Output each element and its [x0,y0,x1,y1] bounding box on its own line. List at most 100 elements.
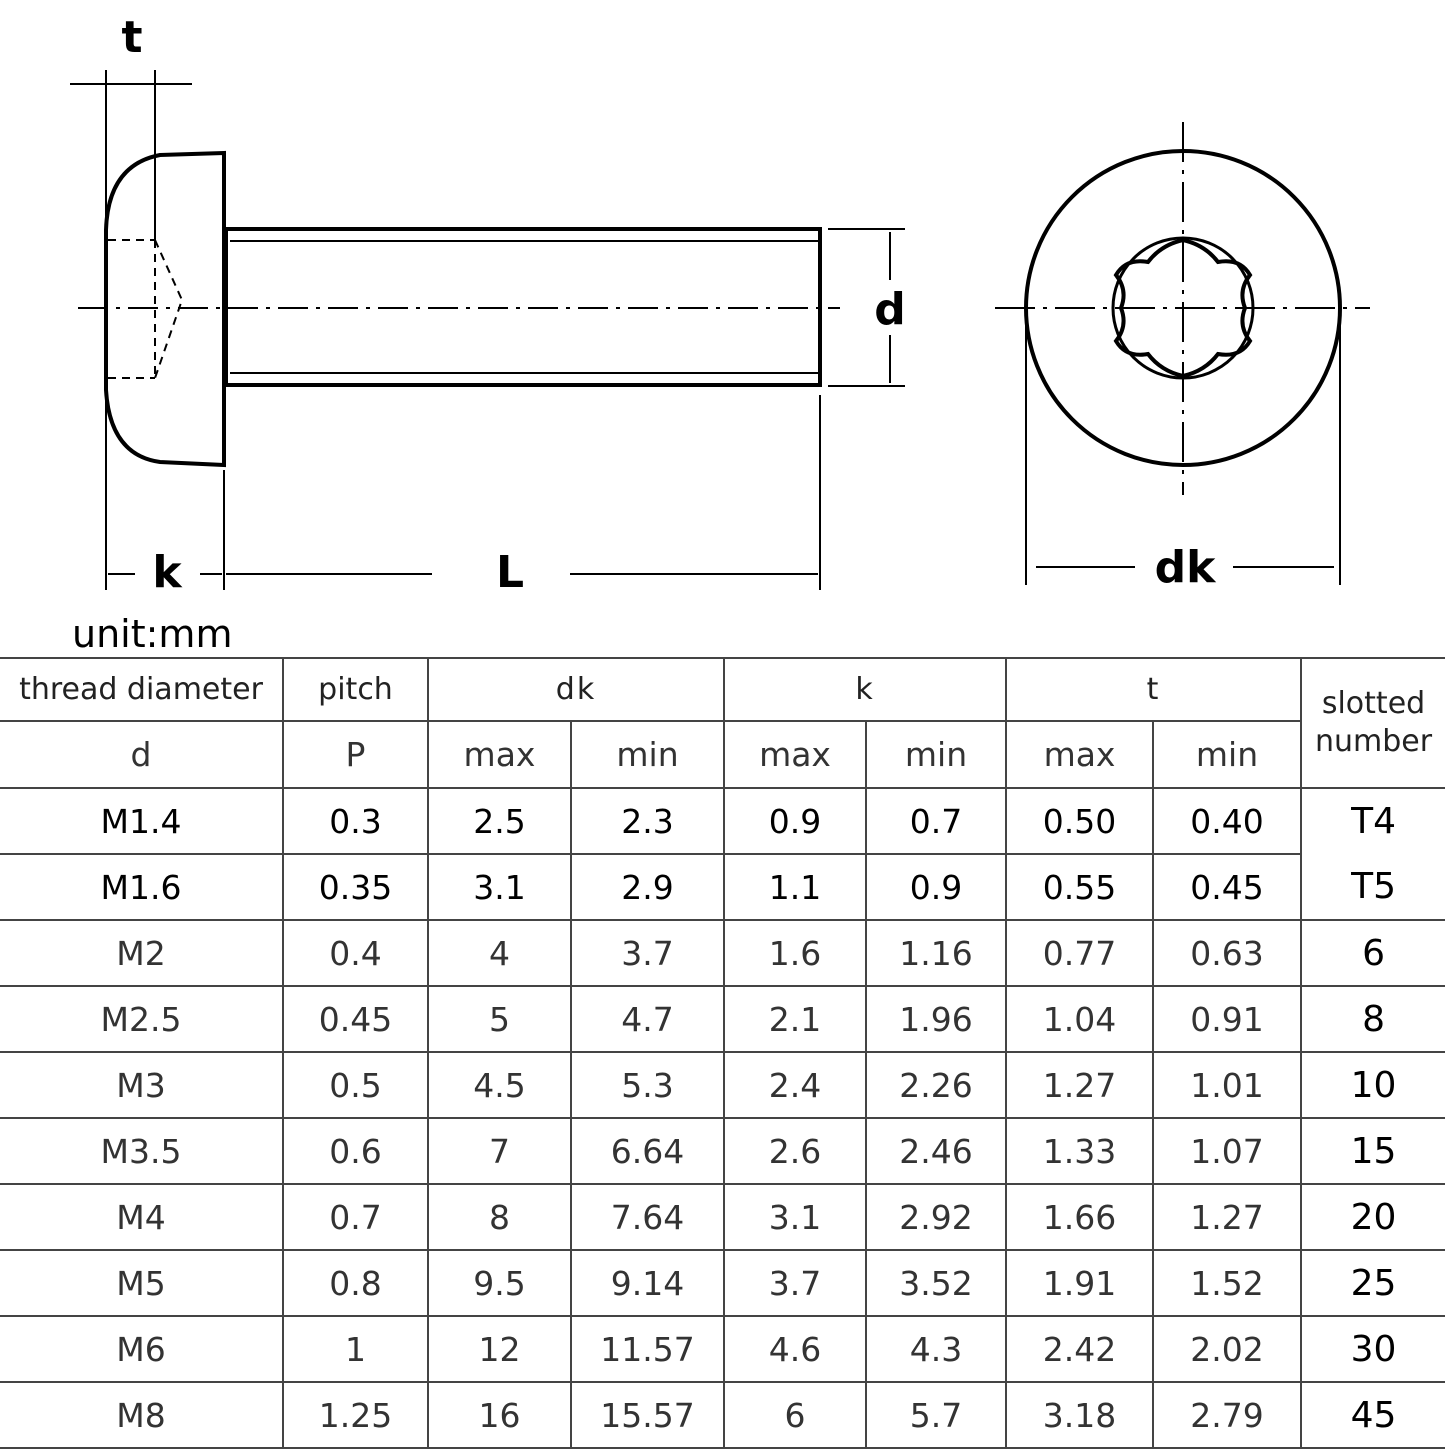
header-t: t [1005,657,1303,722]
table-row: M1.6 0.35 3.1 2.9 1.1 0.9 0.55 0.45 [0,853,1445,921]
cell-t-max: 1.33 [1005,1117,1155,1185]
cell-t-min: 1.01 [1152,1051,1303,1119]
cell-d: M3 [0,1051,284,1119]
cell-t-max: 0.50 [1005,787,1155,855]
cell-slot: 6 [1300,919,1445,987]
cell-dk-min: 3.7 [569,919,726,987]
table-row: M3.5 0.6 7 6.64 2.6 2.46 1.33 1.07 15 [0,1117,1445,1185]
header-d: d [0,720,284,789]
cell-slot: 15 [1300,1117,1445,1185]
cell-d: M2.5 [0,985,284,1053]
header-t-min: min [1152,720,1303,789]
cell-t-max: 0.55 [1005,853,1155,921]
cell-slot: 25 [1300,1249,1445,1317]
screw-technical-drawing: t d k L dk [70,12,1370,598]
cell-dk-max: 16 [427,1381,572,1449]
table-row: M8 1.25 16 15.57 6 5.7 3.18 2.79 45 [0,1381,1445,1449]
cell-k-min: 0.7 [865,787,1008,855]
cell-d: M5 [0,1249,284,1317]
cell-p: 0.8 [282,1249,429,1317]
table-row: M6 1 12 11.57 4.6 4.3 2.42 2.02 30 [0,1315,1445,1383]
cell-p: 0.5 [282,1051,429,1119]
cell-dk-max: 4.5 [427,1051,572,1119]
header-k: k [723,657,1008,722]
cell-d: M2 [0,919,284,987]
cell-k-min: 3.52 [865,1249,1008,1317]
cell-k-max: 6 [723,1381,868,1449]
dim-label-L: L [496,547,524,598]
header-dk: dk [426,657,726,722]
cell-slot: T4 [1351,801,1396,842]
header-row-1: thread diameter pitch dk k t slotted num… [0,657,1445,789]
cell-d: M8 [0,1381,284,1449]
cell-d: M1.4 [0,787,284,855]
cell-dk-max: 2.5 [427,787,572,855]
cell-k-max: 1.1 [723,853,868,921]
cell-dk-min: 11.57 [569,1315,726,1383]
cell-slot: 10 [1300,1051,1445,1119]
header-P: P [282,720,429,789]
cell-k-min: 2.26 [865,1051,1008,1119]
cell-t-max: 1.91 [1005,1249,1155,1317]
cell-k-max: 1.6 [723,919,868,987]
header-row-2: d P max min max min max min [0,720,1445,789]
dim-label-dk: dk [1155,542,1217,593]
dim-label-k: k [152,547,183,598]
cell-dk-max: 5 [427,985,572,1053]
cell-dk-max: 3.1 [427,853,572,921]
cell-d: M4 [0,1183,284,1251]
cell-k-max: 3.1 [723,1183,868,1251]
cell-slot: 30 [1300,1315,1445,1383]
header-dk-min: min [569,720,726,789]
cell-k-min: 4.3 [865,1315,1008,1383]
cell-t-min: 2.02 [1152,1315,1303,1383]
cell-dk-min: 5.3 [569,1051,726,1119]
table-row: M1.4 0.3 2.5 2.3 0.9 0.7 0.50 0.40 T4 T5 [0,787,1445,921]
cell-t-max: 0.77 [1005,919,1155,987]
cell-t-min: 0.45 [1152,853,1303,921]
cell-k-max: 2.4 [723,1051,868,1119]
cell-t-min: 1.07 [1152,1117,1303,1185]
cell-t-max: 2.42 [1005,1315,1155,1383]
cell-t-max: 3.18 [1005,1381,1155,1449]
cell-dk-min: 2.9 [569,853,726,921]
header-t-max: max [1005,720,1155,789]
cell-p: 0.6 [282,1117,429,1185]
cell-p: 0.7 [282,1183,429,1251]
cell-t-min: 1.52 [1152,1249,1303,1317]
header-slotted-number: slotted number [1300,657,1445,789]
cell-dk-min: 9.14 [569,1249,726,1317]
cell-t-min: 0.63 [1152,919,1303,987]
header-thread-diameter: thread diameter [0,657,284,722]
cell-k-min: 1.16 [865,919,1008,987]
table-row: M2 0.4 4 3.7 1.6 1.16 0.77 0.63 6 [0,919,1445,987]
cell-slot-merged: T4 T5 [1300,787,1445,921]
header-pitch: pitch [282,657,429,722]
cell-dk-max: 7 [427,1117,572,1185]
header-k-min: min [865,720,1008,789]
cell-k-max: 3.7 [723,1249,868,1317]
cell-d: M6 [0,1315,284,1383]
dim-label-t: t [121,12,142,63]
unit-label: unit:mm [72,612,233,656]
cell-t-max: 1.27 [1005,1051,1155,1119]
table-row: M4 0.7 8 7.64 3.1 2.92 1.66 1.27 20 [0,1183,1445,1251]
cell-k-min: 2.92 [865,1183,1008,1251]
cell-t-max: 1.66 [1005,1183,1155,1251]
cell-t-min: 2.79 [1152,1381,1303,1449]
table-row: M5 0.8 9.5 9.14 3.7 3.52 1.91 1.52 25 [0,1249,1445,1317]
header-dk-max: max [427,720,572,789]
cell-dk-max: 12 [427,1315,572,1383]
cell-t-min: 1.27 [1152,1183,1303,1251]
cell-p: 1 [282,1315,429,1383]
cell-dk-min: 15.57 [569,1381,726,1449]
cell-slot: 45 [1300,1381,1445,1449]
cell-slot: T5 [1351,866,1396,907]
table-row: M3 0.5 4.5 5.3 2.4 2.26 1.27 1.01 10 [0,1051,1445,1119]
cell-p: 0.35 [282,853,429,921]
cell-k-max: 0.9 [723,787,868,855]
cell-t-min: 0.40 [1152,787,1303,855]
cell-p: 1.25 [282,1381,429,1449]
cell-p: 0.4 [282,919,429,987]
cell-dk-max: 4 [427,919,572,987]
